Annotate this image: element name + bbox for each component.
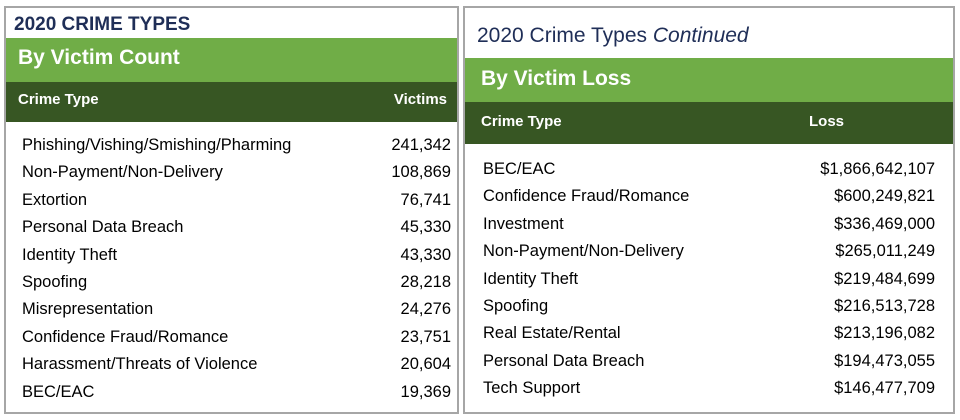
victim-loss-list: BEC/EAC $1,866,642,107 Confidence Fraud/Ro… xyxy=(465,144,953,403)
value-cell: 24,276 xyxy=(400,300,451,319)
value-cell: 241,342 xyxy=(391,136,451,154)
table-row: Confidence Fraud/Romance 23,751 xyxy=(6,324,457,351)
value-cell: 20,604 xyxy=(400,355,451,374)
column-header-crime-type: Crime Type xyxy=(18,91,99,108)
crime-type-cell: Investment xyxy=(483,214,564,233)
crime-type-cell: Harassment/Threats of Violence xyxy=(22,355,258,374)
table-row: Non-Payment/Non-Delivery $265,011,249 xyxy=(465,238,953,265)
value-cell: 43,330 xyxy=(400,245,451,264)
value-cell: $600,249,821 xyxy=(834,187,935,206)
crime-type-cell: Confidence Fraud/Romance xyxy=(483,187,690,206)
value-cell: $336,469,000 xyxy=(834,214,935,233)
panel-title-continued: Continued xyxy=(652,24,749,47)
table-row: Identity Theft $219,484,699 xyxy=(465,266,953,293)
table-row: Extortion 76,741 xyxy=(6,187,457,214)
value-cell: 19,369 xyxy=(400,382,451,401)
table-row: Harassment/Threats of Violence 20,604 xyxy=(6,351,457,378)
table-header: Crime Type Victims xyxy=(6,82,457,122)
column-header-victims: Victims xyxy=(393,91,447,108)
column-header-crime-type: Crime Type xyxy=(481,113,562,130)
crime-type-cell: Non-Payment/Non-Delivery xyxy=(483,242,684,261)
value-cell: $213,196,082 xyxy=(834,324,935,343)
crime-type-cell: Spoofing xyxy=(483,296,549,315)
crime-type-cell: Identity Theft xyxy=(483,269,579,288)
crime-type-cell: BEC/EAC xyxy=(483,160,556,178)
value-cell: 76,741 xyxy=(400,190,451,209)
table-row: Investment $336,469,000 xyxy=(465,211,953,238)
table-row: Spoofing $216,513,728 xyxy=(465,293,953,320)
value-cell: $146,477,709 xyxy=(834,379,935,398)
victim-count-list: Phishing/Vishing/Smishing/Pharming 241,34… xyxy=(6,122,457,406)
table-row: Tech Support $146,477,709 xyxy=(465,375,953,402)
crime-type-cell: Extortion xyxy=(22,190,88,209)
panel-title: 2020 CRIME TYPES xyxy=(14,14,191,35)
crime-type-cell: Real Estate/Rental xyxy=(483,324,621,343)
table-header: Crime Type Loss xyxy=(465,102,953,144)
table-row: Personal Data Breach $194,473,055 xyxy=(465,348,953,375)
table-row: Phishing/Vishing/Smishing/Pharming 241,34… xyxy=(6,132,457,159)
crime-type-cell: Phishing/Vishing/Smishing/Pharming xyxy=(22,136,292,154)
table-row: Personal Data Breach 45,330 xyxy=(6,214,457,241)
table-row: Non-Payment/Non-Delivery 108,869 xyxy=(6,159,457,186)
table-row: Real Estate/Rental $213,196,082 xyxy=(465,320,953,347)
table-row: Misrepresentation 24,276 xyxy=(6,296,457,323)
table-row: Identity Theft 43,330 xyxy=(6,242,457,269)
crime-type-cell: Non-Payment/Non-Delivery xyxy=(22,163,223,182)
victim-count-panel: 2020 CRIME TYPES By Victim Count Crime T… xyxy=(4,6,459,414)
crime-type-cell: Spoofing xyxy=(22,272,88,291)
value-cell: 23,751 xyxy=(400,327,451,346)
table-row: BEC/EAC $1,866,642,107 xyxy=(465,156,953,183)
panel-title-main: 2020 Crime Types xyxy=(477,24,648,47)
value-cell: $216,513,728 xyxy=(834,296,935,315)
crime-type-cell: Personal Data Breach xyxy=(22,218,184,237)
crime-type-cell: BEC/EAC xyxy=(22,382,95,401)
crime-type-cell: Tech Support xyxy=(483,379,581,398)
crime-type-cell: Personal Data Breach xyxy=(483,351,645,370)
value-cell: $194,473,055 xyxy=(834,351,935,370)
value-cell: $265,011,249 xyxy=(835,242,935,261)
table-row: Confidence Fraud/Romance $600,249,821 xyxy=(465,183,953,210)
column-header-loss: Loss xyxy=(809,113,845,130)
value-cell: 45,330 xyxy=(400,218,451,237)
value-cell: 28,218 xyxy=(400,272,451,291)
panel-title: 2020 Crime Types Continued xyxy=(465,8,953,58)
section-header: By Victim Count xyxy=(6,38,457,82)
value-cell: 108,869 xyxy=(391,163,451,182)
table-row: Spoofing 28,218 xyxy=(6,269,457,296)
value-cell: $1,866,642,107 xyxy=(820,160,935,178)
value-cell: $219,484,699 xyxy=(834,269,935,288)
table-row: BEC/EAC 19,369 xyxy=(6,379,457,406)
crime-type-cell: Confidence Fraud/Romance xyxy=(22,327,229,346)
crime-type-cell: Identity Theft xyxy=(22,245,118,264)
crime-type-cell: Misrepresentation xyxy=(22,300,154,319)
victim-loss-panel: 2020 Crime Types Continued By Victim Los… xyxy=(463,6,955,414)
section-header: By Victim Loss xyxy=(465,58,953,102)
